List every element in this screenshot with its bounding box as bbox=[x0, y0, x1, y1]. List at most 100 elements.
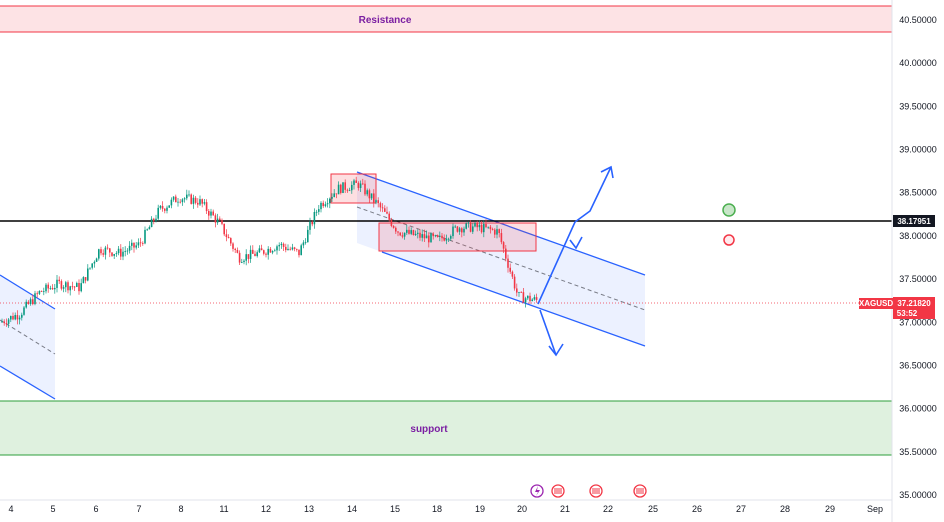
x-tick-label: Sep bbox=[867, 504, 883, 514]
candle-body bbox=[247, 254, 250, 259]
candle-body bbox=[166, 207, 168, 211]
candle-body bbox=[309, 221, 311, 230]
red-signal-dot[interactable] bbox=[723, 234, 735, 246]
candle-body bbox=[307, 229, 309, 243]
resistance-zone[interactable] bbox=[0, 6, 892, 32]
price-scale[interactable]: 40.50000 40.00000 39.50000 39.00000 38.50000… bbox=[891, 0, 944, 522]
candle-body bbox=[241, 262, 243, 263]
y-tick-label: 39.00000 bbox=[899, 145, 937, 155]
candle-body bbox=[357, 182, 360, 188]
mid-arrow-head bbox=[569, 236, 583, 250]
candle-body bbox=[388, 213, 390, 220]
range-consolidation-box[interactable] bbox=[378, 222, 537, 252]
candle-body bbox=[43, 291, 45, 293]
candle-body bbox=[395, 227, 397, 232]
symbol-tag: XAGUSD bbox=[859, 299, 893, 308]
candle-body bbox=[188, 194, 190, 196]
candle-body bbox=[249, 249, 252, 259]
candle-body bbox=[434, 235, 437, 237]
candle-body bbox=[265, 253, 267, 255]
candle-body bbox=[428, 235, 430, 243]
x-tick-label: 29 bbox=[825, 504, 835, 514]
candle-body bbox=[476, 222, 478, 228]
candle-body bbox=[337, 184, 340, 195]
bullish-projection-path[interactable] bbox=[537, 166, 612, 305]
candle-body bbox=[223, 223, 225, 235]
candle-body bbox=[45, 284, 47, 292]
support-label: support bbox=[410, 424, 448, 435]
candle-body bbox=[102, 253, 104, 255]
candle-body bbox=[342, 182, 344, 193]
candle-body bbox=[344, 182, 346, 190]
candle-body bbox=[190, 194, 192, 204]
main-channel-fill bbox=[357, 172, 645, 346]
y-tick-label: 37.50000 bbox=[899, 274, 937, 284]
candle-body bbox=[474, 222, 476, 227]
candle-body bbox=[441, 235, 443, 239]
candle-body bbox=[419, 232, 421, 238]
candle-body bbox=[1, 321, 3, 323]
y-tick-label: 35.50000 bbox=[899, 447, 937, 457]
candle-body bbox=[533, 297, 536, 300]
event-icons bbox=[530, 484, 647, 498]
candle-body bbox=[168, 205, 170, 208]
candle-body bbox=[54, 287, 56, 290]
candle-body bbox=[362, 183, 364, 185]
x-tick-label: 22 bbox=[603, 504, 613, 514]
candle-body bbox=[183, 198, 186, 200]
candle-body bbox=[351, 184, 353, 191]
candle-body bbox=[423, 234, 426, 239]
support-zone[interactable] bbox=[0, 401, 892, 455]
green-signal-dot[interactable] bbox=[722, 203, 736, 217]
candle-body bbox=[111, 252, 113, 256]
candle-body bbox=[381, 207, 384, 209]
candle-body bbox=[245, 254, 247, 261]
candle-body bbox=[298, 249, 300, 256]
candle-body bbox=[454, 226, 456, 228]
candle-body bbox=[500, 233, 503, 243]
candle-body bbox=[505, 248, 507, 259]
candle-body bbox=[456, 226, 459, 232]
candle-body bbox=[201, 199, 203, 204]
candle-body bbox=[14, 315, 16, 320]
candle-body bbox=[324, 204, 327, 207]
candle-body bbox=[16, 315, 19, 320]
candle-body bbox=[144, 229, 146, 244]
left-channel-fill bbox=[0, 275, 55, 399]
candle-body bbox=[216, 218, 219, 223]
candle-body bbox=[480, 224, 483, 233]
last-price-tag: 37.21820 bbox=[897, 299, 931, 308]
flag-glyph-2 bbox=[592, 488, 600, 494]
candle-body bbox=[520, 292, 522, 293]
candle-body bbox=[436, 235, 439, 237]
candle-body bbox=[498, 229, 500, 234]
x-tick-label: 25 bbox=[648, 504, 658, 514]
candle-body bbox=[40, 290, 43, 292]
x-tick-label: 7 bbox=[136, 504, 141, 514]
candle-body bbox=[212, 211, 214, 216]
candle-body bbox=[95, 258, 98, 262]
main-channel-lower[interactable] bbox=[381, 251, 646, 347]
candle-body bbox=[243, 260, 245, 263]
left-channel-lower[interactable] bbox=[0, 365, 56, 400]
bearish-projection-path[interactable] bbox=[539, 309, 557, 356]
candle-body bbox=[62, 287, 65, 289]
candle-body bbox=[401, 235, 404, 237]
time-scale[interactable]: 4 5 6 7 8 11 12 13 14 15 18 19 20 21 22 25 26 27 28 29 Sep bbox=[0, 499, 892, 514]
main-channel-mid bbox=[356, 206, 646, 311]
x-tick-label: 18 bbox=[432, 504, 442, 514]
candle-body bbox=[469, 222, 472, 232]
candle-body bbox=[417, 232, 419, 234]
candle-body bbox=[23, 307, 25, 315]
candle-body bbox=[214, 215, 217, 223]
candle-body bbox=[87, 268, 89, 281]
candle-body bbox=[139, 242, 142, 244]
candle-body bbox=[128, 245, 131, 251]
candle-body bbox=[32, 299, 34, 305]
candle-body bbox=[370, 193, 373, 199]
x-tick-label: 27 bbox=[736, 504, 746, 514]
candle-body bbox=[197, 202, 199, 205]
candle-body bbox=[100, 249, 102, 254]
candle-body bbox=[5, 323, 8, 324]
